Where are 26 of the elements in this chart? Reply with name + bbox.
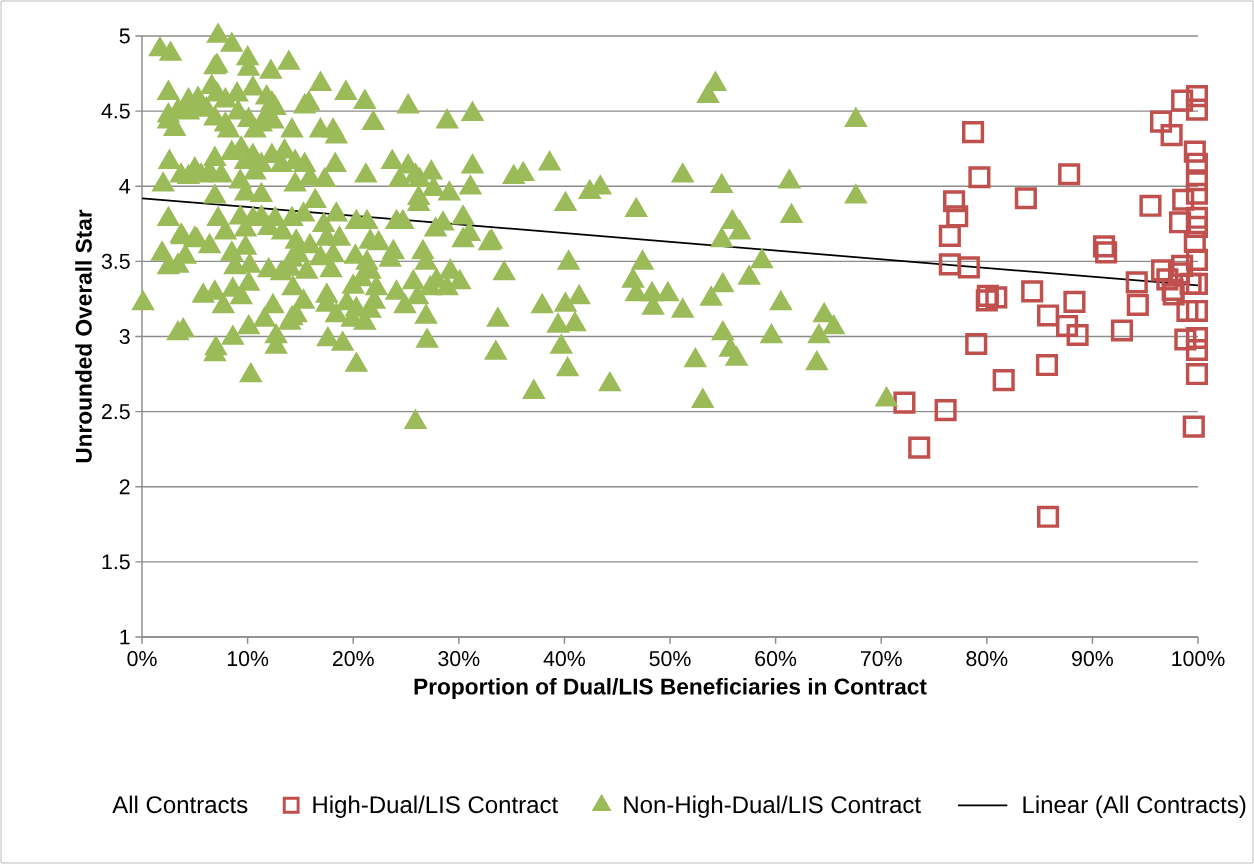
x-tick-label: 100% <box>1172 651 1225 667</box>
x-tick-label: 10% <box>227 651 269 667</box>
legend-label: High-Dual/LIS Contract <box>313 795 558 818</box>
y-tick-label: 3 <box>119 328 130 345</box>
y-tick-label: 1.5 <box>102 554 130 570</box>
legend-title: All Contracts <box>112 795 248 814</box>
x-tick-label: 80% <box>966 651 1008 667</box>
x-tick-label: 30% <box>438 651 480 667</box>
y-tick-label: 3.5 <box>101 253 130 269</box>
y-tick-label: 2 <box>119 479 130 495</box>
y-tick-label: 5 <box>119 28 130 44</box>
x-axis-title: Proportion of Dual/LIS Beneficiaries in Contract <box>414 677 927 700</box>
x-tick-label: 70% <box>860 651 902 667</box>
y-tick-label: 4 <box>119 178 130 194</box>
x-tick-label: 50% <box>649 651 691 667</box>
x-tick-label: 90% <box>1072 651 1113 667</box>
y-tick-label: 4.5 <box>101 103 130 119</box>
legend-label: Linear (All Contracts) <box>1023 795 1246 818</box>
x-tick-label: 0% <box>127 651 157 667</box>
y-tick-label: 1 <box>120 629 130 645</box>
y-tick-label: 2.5 <box>102 404 130 420</box>
x-tick-label: 20% <box>332 651 374 667</box>
y-axis-title: Unrounded Overall Star <box>75 209 92 463</box>
legend-label: Non-High-Dual/LIS Contract <box>624 795 921 818</box>
x-tick-label: 60% <box>755 651 797 667</box>
x-tick-label: 40% <box>543 651 585 667</box>
